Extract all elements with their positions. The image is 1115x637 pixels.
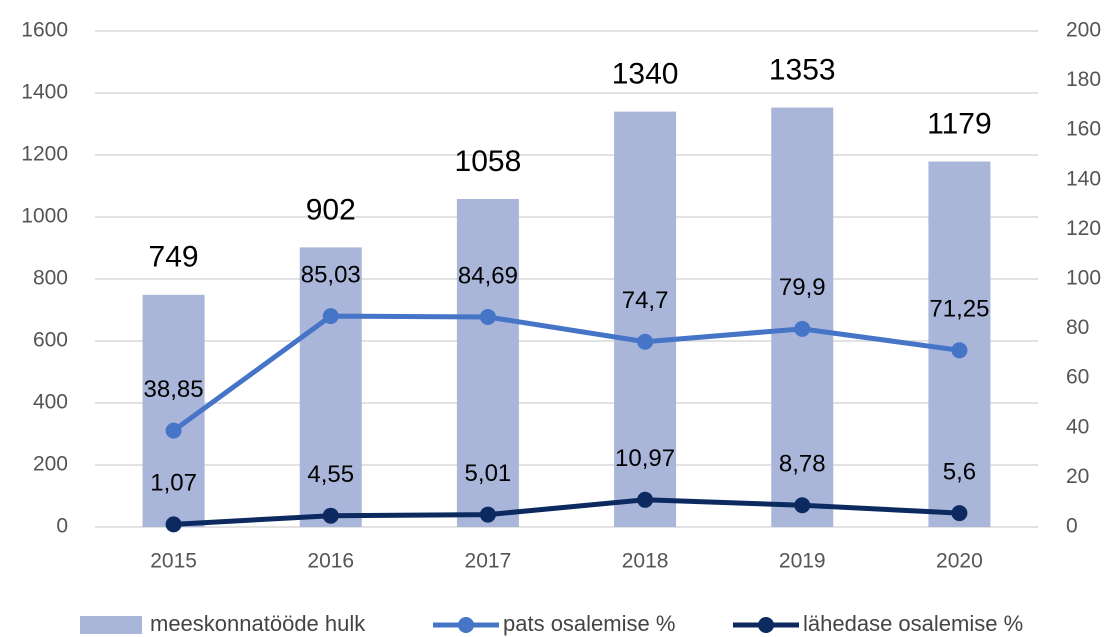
bar (771, 107, 834, 527)
line-label: 79,9 (779, 274, 826, 301)
legend-label: lähedase osalemise % (803, 611, 1023, 636)
bar (456, 199, 519, 527)
y2-tick-label: 180 (1066, 68, 1101, 91)
y2-tick-label: 200 (1066, 19, 1101, 42)
line-label: 5,6 (943, 458, 976, 485)
legend-swatch (80, 616, 142, 634)
y-tick-label: 1000 (21, 205, 68, 228)
marker (951, 505, 968, 522)
marker (165, 516, 182, 533)
line-label: 74,7 (622, 287, 669, 314)
y-tick-label: 1200 (21, 143, 68, 166)
x-tick-label: 2017 (465, 550, 512, 573)
marker (637, 491, 654, 508)
y2-tick-label: 160 (1066, 118, 1101, 141)
bar-label: 749 (149, 241, 199, 274)
bar-label: 1353 (769, 53, 836, 86)
y2-tick-label: 100 (1066, 267, 1101, 290)
line-label: 8,78 (779, 451, 826, 478)
y2-tick-label: 80 (1066, 316, 1089, 339)
y-tick-label: 0 (56, 515, 68, 538)
y-tick-label: 400 (33, 391, 68, 414)
x-tick-label: 2019 (779, 550, 826, 573)
marker (322, 308, 339, 325)
marker (322, 507, 339, 524)
line-label: 1,07 (150, 470, 197, 497)
x-tick-label: 2018 (622, 550, 669, 573)
y2-tick-label: 0 (1066, 515, 1078, 538)
y-tick-label: 800 (33, 267, 68, 290)
y2-tick-label: 60 (1066, 366, 1089, 389)
marker (637, 333, 654, 350)
line-label: 5,01 (465, 460, 512, 487)
line (173, 497, 960, 527)
y-tick-label: 600 (33, 329, 68, 352)
bar-label: 902 (306, 193, 356, 226)
bar-label: 1058 (455, 145, 522, 178)
y2-tick-label: 40 (1066, 415, 1089, 438)
x-tick-label: 2016 (307, 550, 354, 573)
line-label: 10,97 (615, 445, 675, 472)
legend-marker (758, 617, 774, 633)
marker (479, 308, 496, 325)
line (172, 313, 960, 433)
legend-label: pats osalemise % (503, 611, 675, 636)
bar (299, 247, 362, 527)
marker (479, 506, 496, 523)
bar-label: 1179 (927, 107, 992, 140)
marker (951, 342, 968, 359)
bar-label: 1340 (612, 58, 679, 91)
legend-label: meeskonnatööde hulk (150, 611, 366, 636)
line-label: 4,55 (307, 461, 354, 488)
bar (614, 111, 677, 527)
y-tick-label: 1600 (21, 19, 68, 42)
legend-marker (458, 617, 474, 633)
y-tick-label: 200 (33, 453, 68, 476)
x-tick-label: 2020 (936, 550, 983, 573)
bar (142, 294, 205, 527)
marker (165, 422, 182, 439)
x-tick-label: 2015 (150, 550, 197, 573)
line-label: 84,69 (458, 262, 518, 289)
marker (794, 320, 811, 337)
y2-tick-label: 20 (1066, 465, 1089, 488)
y-tick-label: 1400 (21, 81, 68, 104)
line-label: 85,03 (301, 261, 361, 288)
line-label: 38,85 (144, 376, 204, 403)
line-label: 71,25 (929, 296, 989, 323)
y2-tick-label: 120 (1066, 217, 1101, 240)
marker (794, 497, 811, 514)
y2-tick-label: 140 (1066, 167, 1101, 190)
